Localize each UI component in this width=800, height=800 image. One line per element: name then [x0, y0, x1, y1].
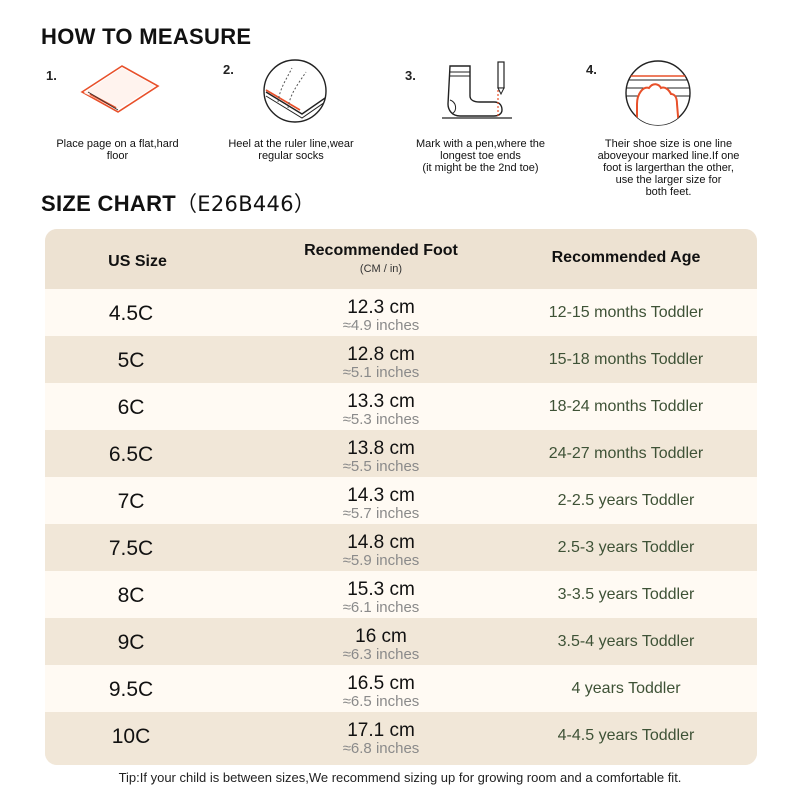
header-recommended-age: Recommended Age	[551, 249, 701, 266]
foot-inches-cell: ≈6.8 inches	[342, 740, 420, 757]
age-cell: 24-27 months Toddler	[548, 445, 704, 462]
foot-cm-cell: 15.3 cm	[347, 579, 415, 600]
table-row: 9C 16 cm ≈6.3 inches 3.5-4 years Toddler	[45, 618, 757, 665]
step-2-number: 2.	[223, 62, 234, 77]
table-row: 6C 13.3 cm ≈5.3 inches 18-24 months Toddler	[45, 383, 757, 430]
foot-inches-cell: ≈6.3 inches	[342, 646, 420, 663]
foot-inches-cell: ≈5.5 inches	[342, 458, 420, 475]
table-row: 8C 15.3 cm ≈6.1 inches 3-3.5 years Toddler	[45, 571, 757, 618]
us-size-cell: 6.5C	[108, 443, 154, 466]
table-row: 4.5C 12.3 cm ≈4.9 inches 12-15 months Toddl…	[45, 289, 757, 336]
foot-inches-cell: ≈5.9 inches	[342, 552, 420, 569]
age-cell: 18-24 months Toddler	[548, 398, 704, 415]
foot-inches-cell: ≈6.1 inches	[342, 599, 420, 616]
table-row: 7.5C 14.8 cm ≈5.9 inches 2.5-3 years Toddle…	[45, 524, 757, 571]
step-4-text: Their shoe size is one line aboveyour ma…	[597, 138, 740, 198]
paper-on-floor-icon	[80, 65, 160, 113]
foot-cm-cell: 16.5 cm	[347, 673, 415, 694]
foot-cm-cell: 14.3 cm	[347, 485, 415, 506]
foot-cm-cell: 16 cm	[355, 626, 407, 647]
step-3-text: Mark with a pen,where the longest toe en…	[415, 138, 545, 174]
foot-inches-cell: ≈5.3 inches	[342, 411, 420, 428]
header-foot-units: (CM / in)	[359, 263, 403, 275]
us-size-cell: 8C	[117, 584, 145, 607]
us-size-cell: 9C	[117, 631, 145, 654]
header-us-size: US Size	[108, 253, 167, 270]
age-cell: 2-2.5 years Toddler	[557, 492, 695, 509]
us-size-cell: 7.5C	[108, 537, 154, 560]
heel-on-ruler-icon	[263, 59, 327, 123]
table-row: 7C 14.3 cm ≈5.7 inches 2-2.5 years Toddler	[45, 477, 757, 524]
sock-and-pen-icon	[442, 61, 512, 119]
age-cell: 2.5-3 years Toddler	[557, 539, 695, 556]
us-size-cell: 5C	[117, 349, 145, 372]
size-chart-code: （E26B446）	[176, 192, 316, 216]
size-chart-label: SIZE CHART	[41, 191, 176, 216]
us-size-cell: 9.5C	[108, 678, 154, 701]
table-row: 9.5C 16.5 cm ≈6.5 inches 4 years Toddler	[45, 665, 757, 712]
size-table: US Size Recommended Foot (CM / in) Recom…	[45, 229, 757, 765]
foot-inches-cell: ≈5.7 inches	[342, 505, 420, 522]
step-1-text: Place page on a flat,hard floor	[56, 138, 179, 162]
foot-cm-cell: 13.8 cm	[347, 438, 415, 459]
table-row: 10C 17.1 cm ≈6.8 inches 4-4.5 years Toddler	[45, 712, 757, 765]
how-to-measure-title: HOW TO MEASURE	[41, 24, 252, 49]
foot-inches-cell: ≈6.5 inches	[342, 693, 420, 710]
table-header: US Size Recommended Foot (CM / in) Recom…	[45, 229, 757, 289]
foot-cm-cell: 12.3 cm	[347, 297, 415, 318]
step-1-number: 1.	[46, 68, 57, 83]
foot-inches-cell: ≈5.1 inches	[342, 364, 420, 381]
us-size-cell: 10C	[111, 725, 151, 748]
foot-inches-cell: ≈4.9 inches	[342, 317, 420, 334]
table-row: 6.5C 13.8 cm ≈5.5 inches 24-27 months Toddl…	[45, 430, 757, 477]
foot-cm-cell: 14.8 cm	[347, 532, 415, 553]
age-cell: 4-4.5 years Toddler	[557, 727, 695, 744]
age-cell: 4 years Toddler	[571, 680, 681, 697]
age-cell: 12-15 months Toddler	[548, 304, 704, 321]
foot-cm-cell: 17.1 cm	[347, 720, 415, 741]
step-2-text: Heel at the ruler line,wear regular sock…	[228, 138, 354, 162]
step-3-number: 3.	[405, 68, 416, 83]
foot-cm-cell: 12.8 cm	[347, 344, 415, 365]
age-cell: 3.5-4 years Toddler	[557, 633, 695, 650]
us-size-cell: 7C	[117, 490, 145, 513]
header-recommended-foot: Recommended Foot	[304, 242, 458, 259]
table-row: 5C 12.8 cm ≈5.1 inches 15-18 months Toddler	[45, 336, 757, 383]
toe-line-icon	[625, 60, 691, 126]
age-cell: 15-18 months Toddler	[548, 351, 704, 368]
sizing-tip: Tip:If your child is between sizes,We re…	[118, 770, 682, 785]
step-4-number: 4.	[586, 62, 597, 77]
size-chart-title: SIZE CHART（E26B446）	[41, 188, 315, 218]
us-size-cell: 6C	[117, 396, 145, 419]
foot-cm-cell: 13.3 cm	[347, 391, 415, 412]
age-cell: 3-3.5 years Toddler	[557, 586, 695, 603]
us-size-cell: 4.5C	[108, 302, 154, 325]
